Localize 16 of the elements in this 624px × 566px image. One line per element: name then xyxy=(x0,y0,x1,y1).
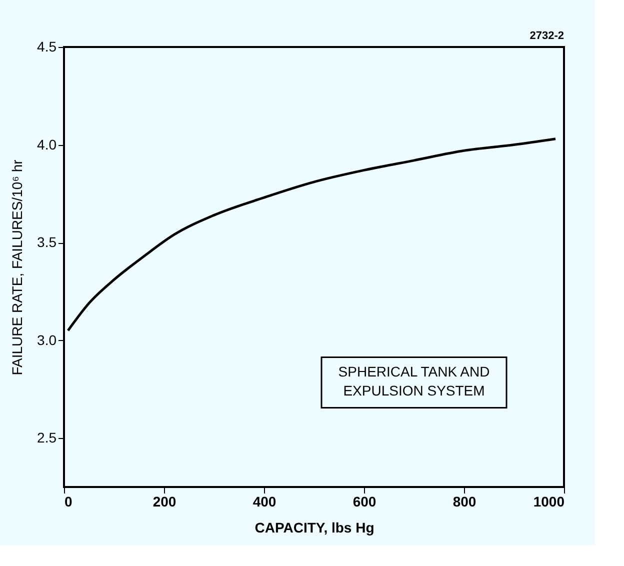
annotation: SPHERICAL TANK AND EXPULSION SYSTEM xyxy=(338,364,490,399)
y-tick-label: 4.5 xyxy=(37,38,57,54)
y-tick-label: 2.5 xyxy=(37,430,57,446)
x-tick-label: 200 xyxy=(152,494,176,510)
y-tick-label: 3.0 xyxy=(37,332,57,348)
y-tick-label: 4.0 xyxy=(37,136,57,152)
text: 2732-2 xyxy=(530,30,564,42)
x-tick-label: 0 xyxy=(64,494,72,510)
x-tick-label: 800 xyxy=(452,494,476,510)
x-tick-label: 400 xyxy=(252,494,276,510)
x-axis-title: CAPACITY, lbs Hg xyxy=(254,520,374,536)
x-tick-label: 1000 xyxy=(533,494,565,510)
x-tick-label: 600 xyxy=(352,494,376,510)
line-series xyxy=(66,138,557,332)
y-tick-label: 3.5 xyxy=(37,234,57,250)
y-axis-title: FAILURE RATE, FAILURES/10⁶ hr xyxy=(9,159,26,376)
